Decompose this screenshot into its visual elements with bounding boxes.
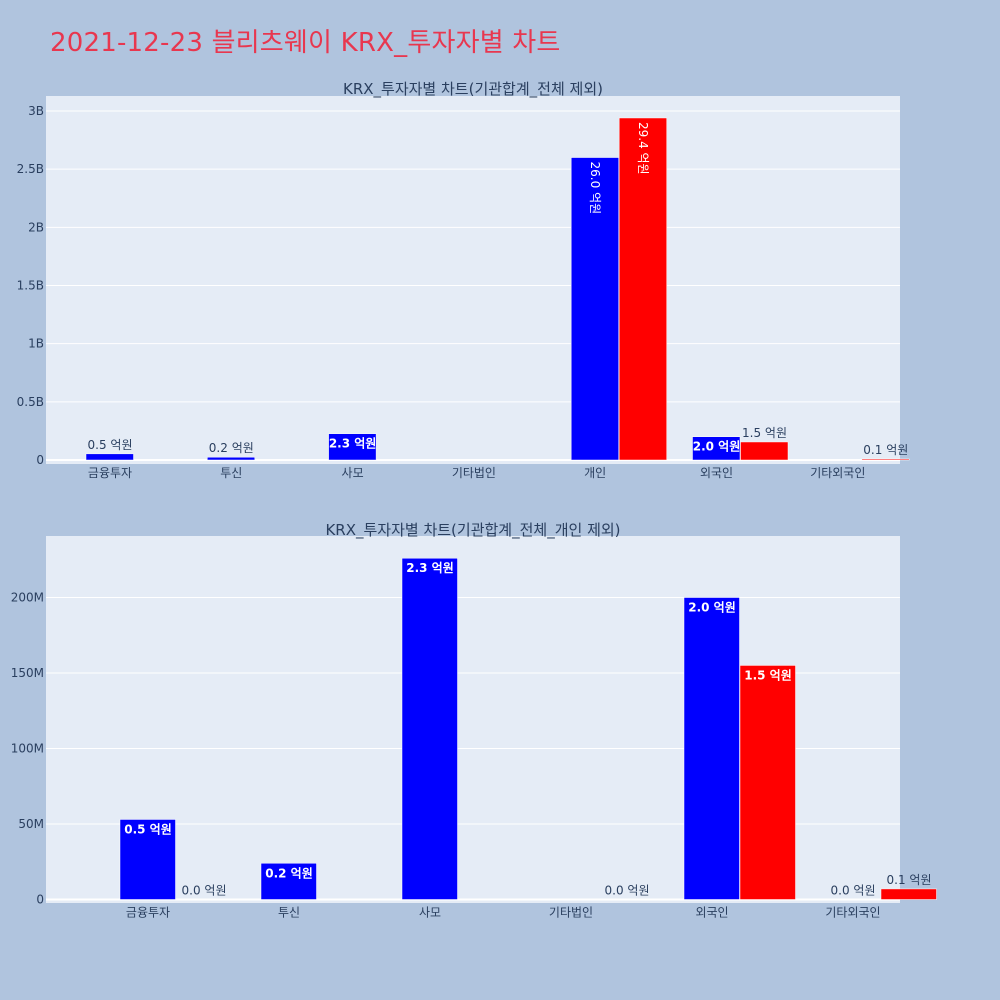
data-label: 0.2 억원: [265, 866, 313, 880]
data-label: 2.3 억원: [406, 561, 454, 575]
y-tick-label: 0: [36, 453, 44, 467]
x-tick-label: 투신: [278, 906, 300, 920]
x-tick-label: 개인: [584, 466, 606, 480]
chart-bottom: 0 50M 100M 150M 200M KRX_투자자별 차트(기관합계_전체_개인 제…: [11, 521, 937, 920]
data-label: 0.5 억원: [88, 438, 133, 452]
data-label: 26.0 억원: [588, 162, 602, 215]
x-tick-label: 외국인: [695, 906, 728, 920]
data-label: 0.2 억원: [209, 441, 254, 455]
data-label: 0.1 억원: [863, 443, 908, 457]
chart-title: KRX_투자자별 차트(기관합계_전체 제외): [343, 80, 603, 99]
x-tick-label: 기타법인: [452, 466, 496, 480]
y-tick-label: 200M: [11, 591, 44, 605]
x-tick-label: 금융투자: [126, 906, 170, 920]
data-label: 0.0 억원: [831, 884, 876, 898]
bar: [683, 597, 740, 900]
y-tick-label: 1B: [28, 337, 44, 351]
data-label: 2.0 억원: [688, 601, 736, 615]
y-tick-label: 150M: [11, 666, 44, 680]
x-tick-label: 투신: [220, 466, 242, 480]
x-tick-label: 금융투자: [88, 466, 132, 480]
data-label: 0.1 억원: [887, 873, 932, 887]
y-tick-label: 2.5B: [17, 162, 44, 176]
bar: [618, 117, 667, 461]
x-tick-label: 외국인: [700, 466, 733, 480]
bar: [570, 157, 619, 461]
data-label: 2.0 억원: [693, 440, 741, 454]
y-tick-label: 1.5B: [17, 279, 44, 293]
bar: [260, 863, 317, 900]
data-label: 0.0 억원: [605, 884, 650, 898]
bar: [328, 433, 377, 461]
y-tick-label: 100M: [11, 742, 44, 756]
bar: [880, 888, 937, 900]
x-tick-label: 사모: [342, 466, 364, 480]
data-label: 0.0 억원: [182, 884, 227, 898]
chart-title: KRX_투자자별 차트(기관합계_전체_개인 제외): [325, 521, 620, 540]
x-tick-label: 기타외국인: [825, 906, 880, 920]
data-label: 1.5 억원: [742, 426, 787, 440]
page-title: 2021-12-23 블리츠웨이 KRX_투자자별 차트: [50, 28, 561, 58]
x-tick-label: 기타법인: [549, 906, 593, 920]
data-label: 1.5 억원: [744, 668, 792, 682]
bar: [861, 458, 910, 461]
x-tick-label: 기타외국인: [810, 466, 865, 480]
y-tick-label: 3B: [28, 104, 44, 118]
bar: [85, 453, 134, 461]
bar: [207, 456, 256, 461]
y-tick-label: 0: [36, 893, 44, 907]
data-label: 0.5 억원: [124, 822, 172, 836]
bar: [739, 665, 796, 900]
y-tick-label: 2B: [28, 220, 44, 234]
x-tick-label: 사모: [419, 906, 441, 920]
y-tick-label: 50M: [18, 817, 44, 831]
chart-top: 0 0.5B 1B 1.5B 2B 2.5B 3B KRX_투자자별 차트(기관합계_전체 제…: [17, 80, 910, 480]
bar: [401, 557, 458, 900]
data-label: 29.4 억원: [636, 122, 650, 175]
y-tick-label: 0.5B: [17, 395, 44, 409]
bar: [740, 441, 789, 461]
bar: [119, 819, 176, 900]
plot-area: [46, 96, 900, 464]
bar: [692, 436, 741, 461]
data-label: 2.3 억원: [329, 437, 377, 451]
